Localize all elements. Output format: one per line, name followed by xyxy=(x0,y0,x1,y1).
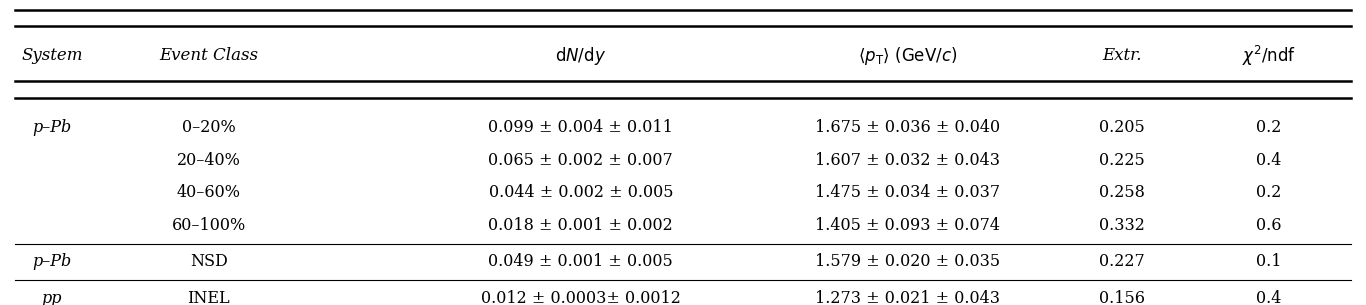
Text: pp: pp xyxy=(41,290,61,305)
Text: System: System xyxy=(20,47,82,64)
Text: 0.049 ± 0.001 ± 0.005: 0.049 ± 0.001 ± 0.005 xyxy=(489,253,673,271)
Text: $\chi^{2}/\mathrm{ndf}$: $\chi^{2}/\mathrm{ndf}$ xyxy=(1242,44,1296,68)
Text: 0.2: 0.2 xyxy=(1257,119,1281,136)
Text: 0.205: 0.205 xyxy=(1100,119,1145,136)
Text: 0–20%: 0–20% xyxy=(182,119,235,136)
Text: 60–100%: 60–100% xyxy=(172,217,246,234)
Text: 1.675 ± 0.036 ± 0.040: 1.675 ± 0.036 ± 0.040 xyxy=(816,119,1000,136)
Text: INEL: INEL xyxy=(187,290,229,305)
Text: Event Class: Event Class xyxy=(158,47,258,64)
Text: 1.273 ± 0.021 ± 0.043: 1.273 ± 0.021 ± 0.043 xyxy=(816,290,1000,305)
Text: 0.258: 0.258 xyxy=(1100,184,1145,201)
Text: 0.018 ± 0.001 ± 0.002: 0.018 ± 0.001 ± 0.002 xyxy=(489,217,673,234)
Text: Extr.: Extr. xyxy=(1102,47,1142,64)
Text: 0.044 ± 0.002 ± 0.005: 0.044 ± 0.002 ± 0.005 xyxy=(489,184,673,201)
Text: 0.012 ± 0.0003± 0.0012: 0.012 ± 0.0003± 0.0012 xyxy=(481,290,680,305)
Text: p–Pb: p–Pb xyxy=(33,119,71,136)
Text: 0.227: 0.227 xyxy=(1100,253,1145,271)
Text: 0.6: 0.6 xyxy=(1257,217,1281,234)
Text: 0.065 ± 0.002 ± 0.007: 0.065 ± 0.002 ± 0.007 xyxy=(489,152,673,169)
Text: 1.579 ± 0.020 ± 0.035: 1.579 ± 0.020 ± 0.035 xyxy=(816,253,1000,271)
Text: 0.4: 0.4 xyxy=(1257,290,1281,305)
Text: 1.405 ± 0.093 ± 0.074: 1.405 ± 0.093 ± 0.074 xyxy=(816,217,1000,234)
Text: 0.2: 0.2 xyxy=(1257,184,1281,201)
Text: 0.4: 0.4 xyxy=(1257,152,1281,169)
Text: 20–40%: 20–40% xyxy=(176,152,240,169)
Text: 0.156: 0.156 xyxy=(1100,290,1145,305)
Text: 40–60%: 40–60% xyxy=(176,184,240,201)
Text: 0.332: 0.332 xyxy=(1100,217,1145,234)
Text: 0.1: 0.1 xyxy=(1257,253,1281,271)
Text: 0.225: 0.225 xyxy=(1100,152,1145,169)
Text: NSD: NSD xyxy=(190,253,228,271)
Text: $\langle p_{\mathrm{T}} \rangle\ (\mathrm{GeV}/c)$: $\langle p_{\mathrm{T}} \rangle\ (\mathr… xyxy=(858,45,958,67)
Text: 1.607 ± 0.032 ± 0.043: 1.607 ± 0.032 ± 0.043 xyxy=(816,152,1000,169)
Text: p–Pb: p–Pb xyxy=(33,253,71,271)
Text: 0.099 ± 0.004 ± 0.011: 0.099 ± 0.004 ± 0.011 xyxy=(488,119,673,136)
Text: 1.475 ± 0.034 ± 0.037: 1.475 ± 0.034 ± 0.037 xyxy=(816,184,1000,201)
Text: $\mathrm{d}N/\mathrm{d}y$: $\mathrm{d}N/\mathrm{d}y$ xyxy=(555,45,607,67)
